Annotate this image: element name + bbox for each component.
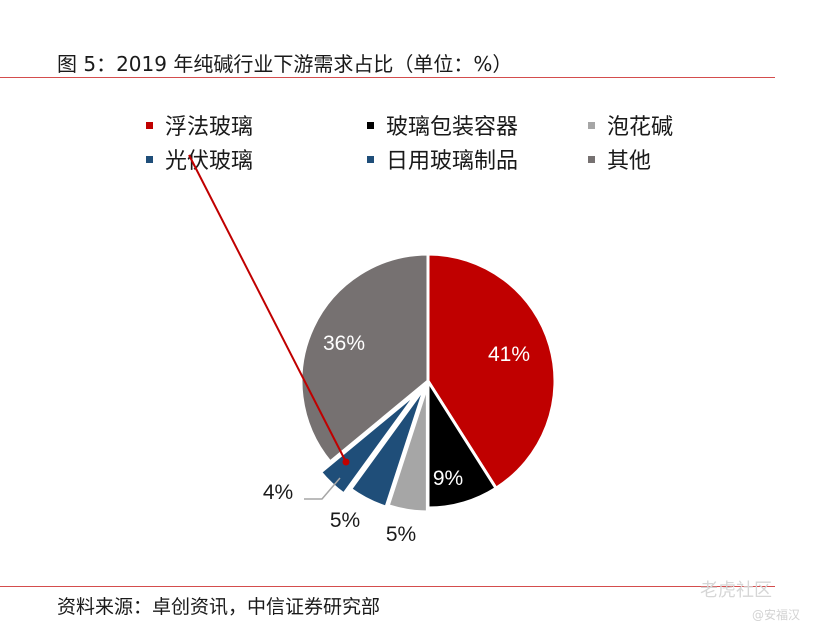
footer-rule bbox=[0, 586, 775, 587]
legend-item-daily-glass: 日用玻璃制品 bbox=[367, 143, 518, 175]
pie-data-labels: 41% 9% 5% 5% 4% 36% bbox=[263, 332, 530, 546]
pie-slice-2 bbox=[386, 384, 429, 514]
watermark-handle: @安福汉 bbox=[752, 608, 801, 622]
legend-item-float-glass: 浮法玻璃 bbox=[146, 109, 253, 141]
legend-item-packaging: 玻璃包装容器 bbox=[367, 109, 518, 141]
watermark-logo: 老虎社区 bbox=[700, 580, 772, 601]
pie-callouts bbox=[188, 154, 350, 500]
legend-swatch bbox=[146, 121, 153, 129]
legend-item-sodium-silicate: 泡花碱 bbox=[588, 109, 673, 141]
legend-label: 光伏玻璃 bbox=[165, 149, 254, 174]
legend-label: 玻璃包装容器 bbox=[386, 115, 519, 140]
legend-swatch bbox=[367, 121, 374, 129]
data-label-3: 5% bbox=[330, 509, 360, 532]
data-label-1: 9% bbox=[433, 467, 463, 490]
legend-label: 其他 bbox=[607, 149, 652, 174]
legend-label: 泡花碱 bbox=[607, 115, 674, 140]
pie-slices bbox=[299, 252, 557, 514]
legend-swatch bbox=[588, 155, 595, 163]
annotation-arrow bbox=[188, 154, 347, 463]
data-label-0: 41% bbox=[488, 343, 530, 366]
legend-label: 日用玻璃制品 bbox=[386, 149, 519, 174]
data-label-4: 4% bbox=[263, 481, 293, 504]
legend-swatch bbox=[146, 155, 153, 163]
title-rule bbox=[0, 77, 775, 78]
chart-title: 图 5：2019 年纯碱行业下游需求占比（单位：%） bbox=[57, 52, 513, 76]
legend-swatch bbox=[367, 155, 374, 163]
data-label-5: 36% bbox=[323, 332, 365, 355]
data-label-2: 5% bbox=[386, 523, 416, 546]
pie-slice-5 bbox=[299, 252, 430, 465]
leader-line bbox=[304, 477, 341, 500]
pie-slice-4 bbox=[318, 390, 420, 497]
annotation-dot bbox=[342, 458, 350, 466]
pie-slice-3 bbox=[348, 385, 427, 510]
legend-label: 浮法玻璃 bbox=[165, 115, 254, 140]
source-note: 资料来源：卓创资讯，中信证券研究部 bbox=[57, 596, 381, 618]
legend-swatch bbox=[588, 121, 595, 129]
legend-item-pv-glass: 光伏玻璃 bbox=[146, 143, 253, 175]
legend-item-other: 其他 bbox=[588, 143, 651, 175]
